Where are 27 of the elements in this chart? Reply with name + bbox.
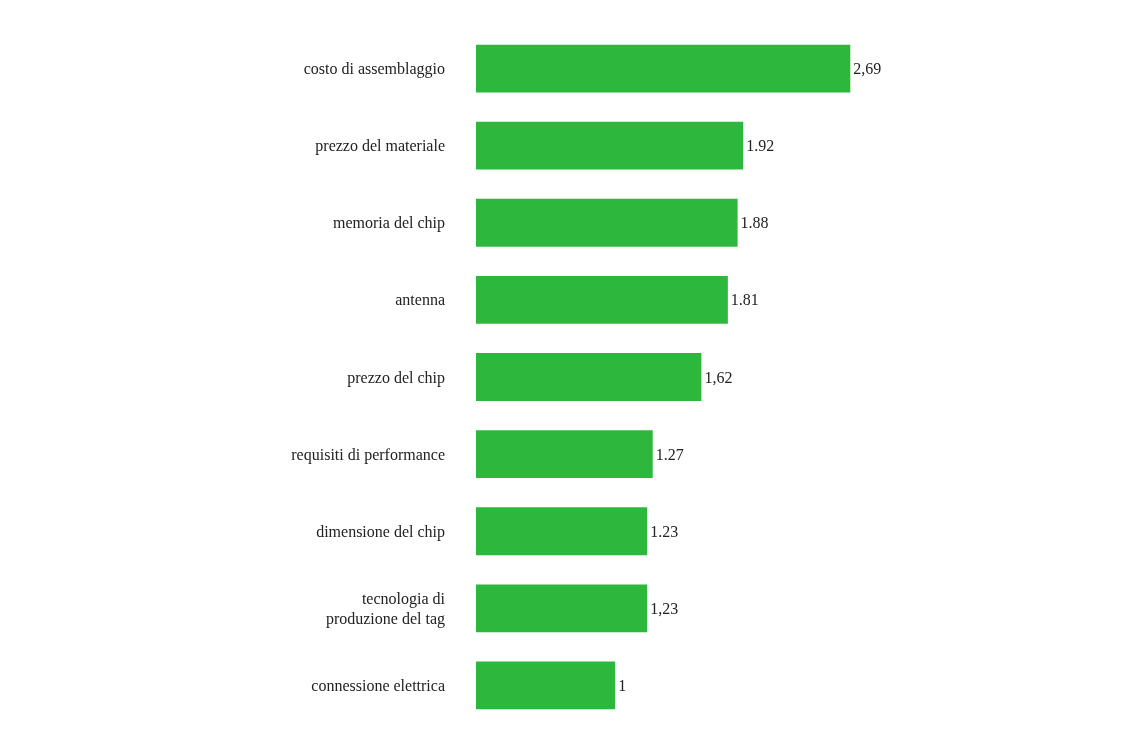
- data-label: 1.92: [746, 137, 775, 155]
- y-tick-label: dimensione del chip: [316, 522, 445, 541]
- bar: [476, 584, 648, 633]
- data-label: 1,23: [650, 599, 679, 617]
- data-label: 1.23: [650, 522, 679, 540]
- bar: [476, 275, 728, 324]
- data-label: 1.88: [740, 214, 769, 232]
- data-label: 1: [618, 676, 627, 694]
- bar: [476, 430, 653, 479]
- y-tick-label: prezzo del chip: [347, 368, 445, 387]
- y-tick-label: costo di assemblaggio: [303, 60, 445, 79]
- y-tick-label: memoria del chip: [333, 214, 445, 233]
- y-tick-label: tecnologia di produzione del tag: [325, 589, 446, 629]
- bar: [476, 661, 616, 710]
- bar: [476, 353, 702, 401]
- bar: [476, 121, 744, 170]
- bar: [476, 44, 851, 93]
- bar: [476, 507, 648, 556]
- bar: [476, 198, 738, 247]
- data-label: 1.81: [730, 291, 759, 309]
- y-tick-label: connessione elettrica: [311, 677, 445, 695]
- y-tick-label: prezzo del materiale: [315, 137, 445, 156]
- data-label: 1.27: [655, 445, 684, 463]
- data-label: 2,69: [853, 60, 882, 78]
- data-label: 1,62: [704, 368, 733, 386]
- y-tick-label: antenna: [395, 291, 445, 309]
- y-tick-label: requisiti di performance: [291, 445, 445, 464]
